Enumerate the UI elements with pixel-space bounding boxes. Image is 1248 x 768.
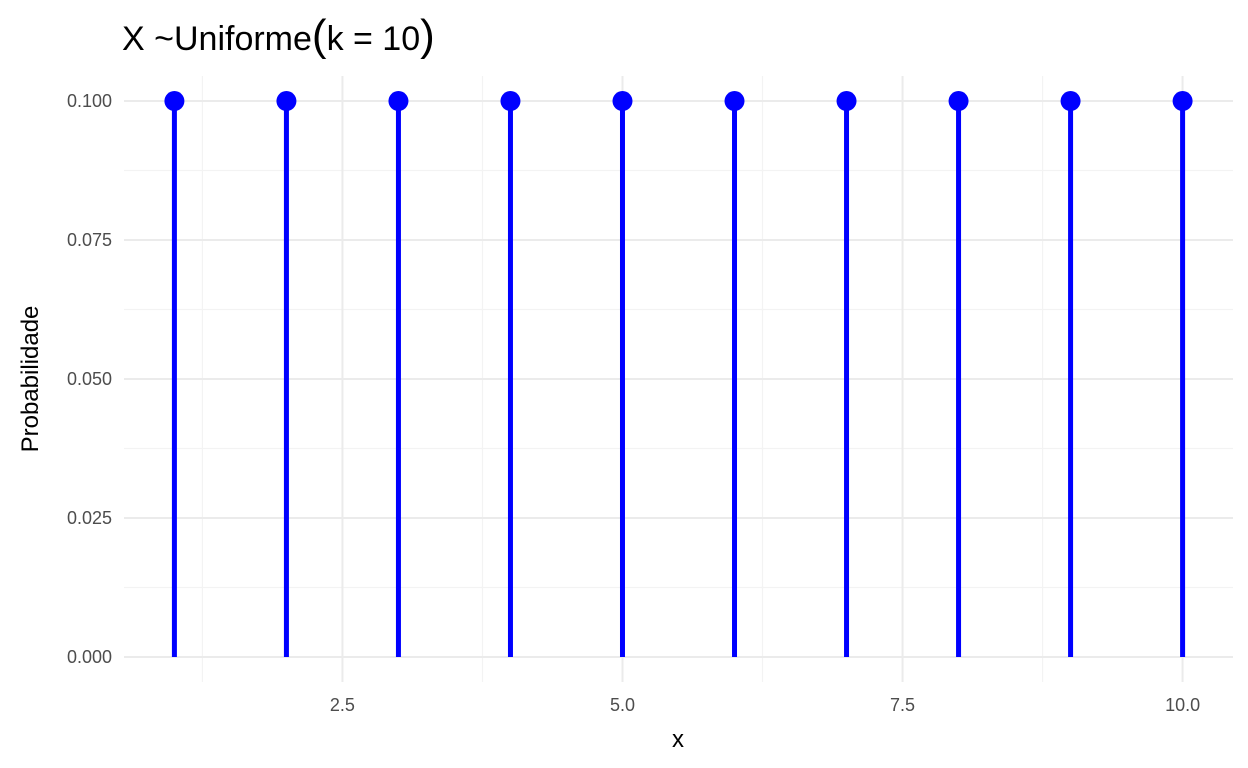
y-tick-label: 0.025 [67,508,112,528]
data-point [612,91,633,112]
data-point [500,91,521,112]
y-tick-label: 0.075 [67,230,112,250]
y-axis-title: Probabilidade [17,306,44,453]
data-point [836,91,857,112]
data-point [164,91,185,112]
data-point [724,91,745,112]
data-point [276,91,297,112]
y-tick-label: 0.000 [67,647,112,667]
x-axis-ticks: 2.5 5.0 7.5 10.0 [330,695,1200,715]
data-point [1172,91,1193,112]
chart-title: X ~Uniforme(k = 10) [122,11,435,60]
x-axis-title: x [672,726,684,753]
y-axis-ticks: 0.000 0.025 0.050 0.075 0.100 [67,91,112,667]
x-tick-label: 7.5 [890,695,915,715]
chart-title-inner: k = 10 [327,20,421,58]
chart-title-close-paren: ) [420,11,435,60]
x-tick-label: 2.5 [330,695,355,715]
x-tick-label: 10.0 [1165,695,1200,715]
marks-layer [164,91,1193,657]
y-tick-label: 0.050 [67,369,112,389]
y-tick-label: 0.100 [67,91,112,111]
data-point [948,91,969,112]
chart-title-prefix: X ~Uniforme [122,20,312,58]
data-point [388,91,409,112]
data-point [1060,91,1081,112]
chart-title-open-paren: ( [312,11,327,60]
grid-layer [124,76,1233,682]
x-tick-label: 5.0 [610,695,635,715]
